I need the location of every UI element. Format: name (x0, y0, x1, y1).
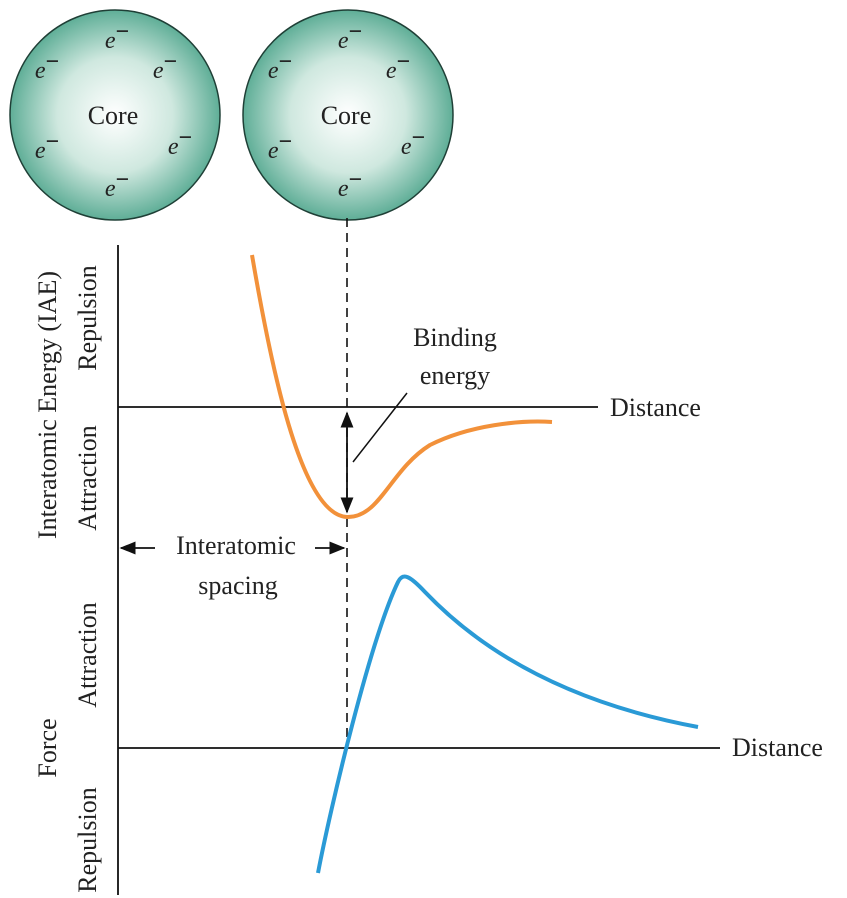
x-axis-label: Distance (610, 393, 701, 422)
diagram: Coree−e−e−e−e−e−Coree−e−e−e−e−e− Binding… (0, 0, 847, 898)
axis-title: Interatomic Energy (IAE) (33, 271, 62, 539)
region-label: Attraction (73, 602, 102, 707)
electron-symbol: e (35, 58, 46, 84)
electron-symbol: e (105, 176, 116, 202)
x-axis-label: Distance (732, 733, 823, 762)
electron-symbol: e (153, 58, 164, 84)
electron-symbol: e (268, 58, 279, 84)
electron-symbol: e (338, 176, 349, 202)
electron-charge: − (278, 49, 292, 75)
energy-curve (252, 255, 552, 517)
electron-symbol: e (386, 58, 397, 84)
annotation: energy (420, 361, 490, 390)
electron-charge: − (278, 129, 292, 155)
electron-charge: − (45, 49, 59, 75)
axis-title: Force (33, 718, 62, 777)
core-label: Core (321, 101, 372, 130)
electron-symbol: e (105, 28, 116, 54)
electron-charge: − (178, 125, 192, 151)
core-label: Core (88, 101, 139, 130)
leader-line (353, 393, 407, 462)
electron-charge: − (115, 19, 129, 45)
electron-symbol: e (35, 138, 46, 164)
region-label: Repulsion (73, 787, 102, 892)
electron-charge: − (411, 125, 425, 151)
electron-symbol: e (168, 134, 179, 160)
electron-charge: − (348, 167, 362, 193)
region-label: Repulsion (73, 265, 102, 370)
spacing-label: spacing (198, 571, 277, 600)
electron-charge: − (396, 49, 410, 75)
spacing-label: Interatomic (176, 531, 296, 560)
annotation: Binding (413, 323, 497, 352)
force-curve (318, 577, 698, 873)
electron-charge: − (163, 49, 177, 75)
electron-symbol: e (401, 134, 412, 160)
electron-charge: − (45, 129, 59, 155)
electron-charge: − (348, 19, 362, 45)
electron-symbol: e (268, 138, 279, 164)
electron-symbol: e (338, 28, 349, 54)
electron-charge: − (115, 167, 129, 193)
region-label: Attraction (73, 425, 102, 530)
